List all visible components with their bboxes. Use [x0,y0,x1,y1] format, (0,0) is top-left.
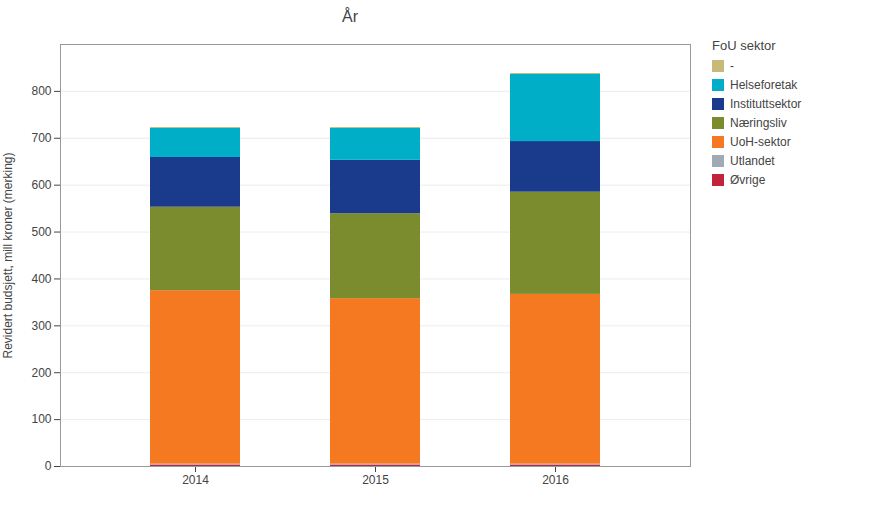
svg-text:2015: 2015 [362,473,389,487]
html-text:Instituttsektor: Instituttsektor [730,97,802,111]
html-text:Utlandet: Utlandet [730,154,775,168]
html-text:UoH-sektor: UoH-sektor [730,135,791,149]
html-text:År: År [342,8,358,25]
svg-text:Revidert budsjett, mill kroner: Revidert budsjett, mill kroner (merking) [1,152,15,358]
html-text:Helseforetak: Helseforetak [730,78,798,92]
svg-text:700: 700 [31,131,51,145]
html-text:Næringsliv: Næringsliv [730,116,787,130]
svg-text:800: 800 [31,84,51,98]
svg-text:2014: 2014 [182,473,209,487]
svg-text:600: 600 [31,178,51,192]
svg-text:500: 500 [31,225,51,239]
html-text:Øvrige: Øvrige [730,173,766,187]
svg-text:300: 300 [31,319,51,333]
svg-text:100: 100 [31,412,51,426]
svg-text:400: 400 [31,272,51,286]
svg-text:200: 200 [31,366,51,380]
html-text:FoU sektor: FoU sektor [712,38,776,53]
svg-text:2016: 2016 [542,473,569,487]
svg-text:0: 0 [45,459,52,473]
